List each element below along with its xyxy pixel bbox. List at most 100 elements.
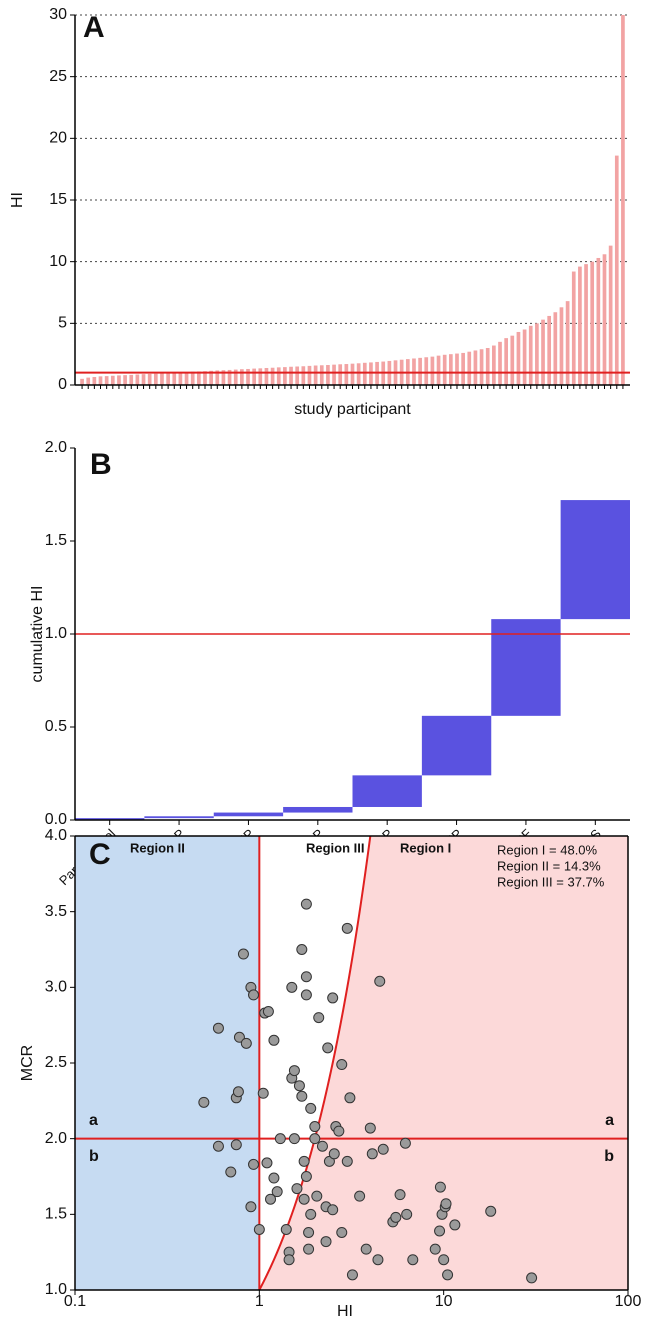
x-tick-label: 0.1: [64, 1293, 86, 1310]
bar: [369, 362, 373, 385]
data-point: [253, 1223, 265, 1235]
x-axis-label: study participant: [294, 401, 411, 418]
bar: [596, 257, 601, 385]
data-point: [291, 1183, 303, 1195]
bar: [123, 375, 127, 385]
bar: [491, 619, 561, 716]
bar: [190, 371, 195, 385]
bar: [104, 376, 109, 385]
data-point: [442, 1269, 454, 1281]
data-point: [327, 992, 339, 1004]
data-point: [271, 1186, 283, 1198]
data-point: [305, 1102, 317, 1114]
region-fill: [259, 836, 628, 1290]
data-point: [336, 1226, 348, 1238]
data-point: [298, 1155, 310, 1167]
data-point: [262, 1006, 274, 1018]
data-point: [305, 1208, 317, 1220]
data-point: [377, 1143, 389, 1155]
y-tick-label: 0.0: [45, 811, 67, 828]
bar: [352, 775, 422, 807]
data-point: [288, 1065, 300, 1077]
y-tick-label: 0.5: [45, 718, 67, 735]
bar: [498, 341, 502, 385]
y-tick-label: 10: [49, 253, 67, 270]
region-label: Region I: [400, 840, 451, 855]
data-point: [230, 1139, 242, 1151]
y-tick-label: 1.0: [45, 625, 67, 642]
y-tick-label: 15: [49, 191, 67, 208]
bar: [424, 357, 429, 385]
bar: [203, 371, 207, 385]
bar: [565, 301, 570, 385]
bar: [307, 365, 312, 385]
region-label: Region III: [306, 840, 365, 855]
data-point: [248, 1158, 260, 1170]
bar: [160, 373, 164, 385]
y-tick-label: 5: [58, 315, 67, 332]
data-point: [261, 1157, 273, 1169]
panel-label: A: [83, 11, 105, 44]
bar: [141, 374, 146, 385]
bar: [80, 378, 84, 385]
y-tick-label: 30: [49, 6, 67, 23]
y-tick-label: 3.5: [45, 903, 67, 920]
bar: [535, 323, 539, 385]
data-point: [366, 1148, 378, 1160]
data-point: [286, 981, 298, 993]
region-label: Region II: [130, 840, 185, 855]
y-tick-label: 4.0: [45, 827, 67, 844]
bar: [430, 356, 435, 385]
bar: [608, 245, 613, 385]
data-point: [399, 1137, 411, 1149]
y-tick-label: 2.5: [45, 1054, 67, 1071]
y-axis-label: cumulative HI: [29, 586, 46, 683]
bar: [86, 377, 91, 385]
bar: [184, 372, 189, 385]
bar: [110, 375, 115, 385]
side-label: b: [604, 1148, 614, 1165]
data-point: [296, 944, 308, 955]
bar: [421, 715, 492, 776]
data-point: [394, 1189, 406, 1201]
bar: [246, 368, 250, 385]
bar: [215, 370, 220, 385]
data-point: [240, 1037, 252, 1049]
y-tick-label: 3.0: [45, 979, 67, 996]
data-point: [440, 1198, 452, 1210]
data-point: [265, 1193, 277, 1205]
side-label: a: [89, 1112, 98, 1129]
data-point: [333, 1125, 345, 1137]
bar: [197, 371, 201, 385]
data-point: [316, 1140, 328, 1152]
bar: [473, 350, 478, 385]
data-point: [429, 1243, 441, 1255]
bar: [350, 363, 355, 385]
data-point: [268, 1172, 280, 1184]
bar: [522, 329, 527, 385]
bar: [213, 812, 284, 817]
bar: [147, 373, 152, 385]
data-point: [344, 1092, 356, 1104]
data-point: [346, 1269, 358, 1281]
bar: [614, 155, 619, 385]
data-point: [248, 989, 260, 1001]
bar: [172, 372, 177, 385]
bar: [209, 370, 213, 385]
data-point: [274, 1133, 286, 1145]
y-axis-label: MCR: [19, 1045, 36, 1081]
bar: [283, 367, 287, 385]
bar: [144, 816, 214, 819]
bar: [467, 351, 472, 385]
bar: [338, 364, 343, 385]
bar: [295, 366, 300, 385]
bar: [98, 376, 103, 385]
bar: [436, 355, 441, 385]
bar: [492, 345, 496, 385]
bar: [602, 254, 607, 385]
data-point: [212, 1022, 224, 1034]
data-point: [341, 1155, 353, 1167]
data-point: [327, 1204, 339, 1216]
data-point: [293, 1080, 305, 1092]
bar: [485, 348, 490, 385]
